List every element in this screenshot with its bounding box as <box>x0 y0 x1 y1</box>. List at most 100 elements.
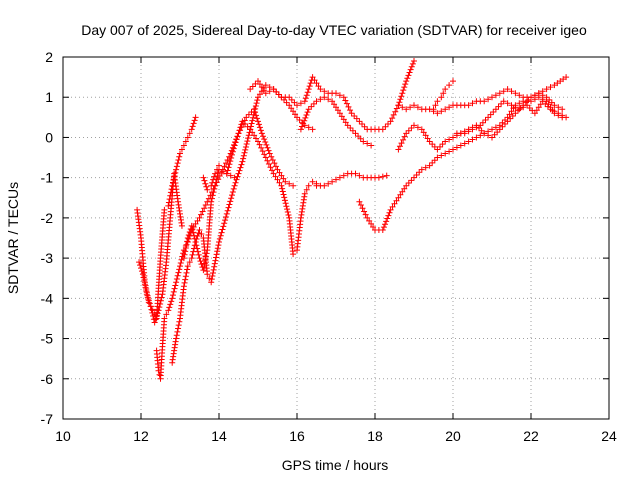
y-tick-label: 1 <box>45 89 53 105</box>
data-point <box>269 156 276 163</box>
data-point <box>504 118 511 125</box>
data-point <box>263 141 270 148</box>
data-point <box>400 136 407 143</box>
data-point <box>196 214 203 221</box>
data-point <box>442 150 449 157</box>
data-point <box>336 92 343 99</box>
data-point <box>516 106 523 113</box>
data-point <box>254 115 261 122</box>
data-point <box>422 164 429 171</box>
data-point <box>216 235 223 242</box>
data-point <box>442 106 449 113</box>
data-point <box>258 144 265 151</box>
ticks-layer <box>62 56 610 420</box>
data-point <box>175 156 182 163</box>
data-point <box>546 96 553 103</box>
data-point <box>278 172 285 179</box>
data-point <box>506 111 513 118</box>
data-point <box>284 209 291 216</box>
data-point <box>248 120 255 127</box>
data-point <box>297 126 304 133</box>
data-point <box>385 121 391 128</box>
y-tick-label: -4 <box>41 290 54 306</box>
data-point <box>502 121 508 128</box>
data-point <box>306 83 313 90</box>
data-point <box>389 203 396 210</box>
data-point <box>465 138 472 145</box>
y-tick-label: -5 <box>41 331 54 347</box>
data-point <box>245 135 252 142</box>
data-point <box>305 182 312 189</box>
data-point <box>384 215 391 222</box>
data-point <box>305 124 312 131</box>
data-point <box>389 115 396 122</box>
data-point <box>407 104 414 111</box>
data-point <box>234 173 241 180</box>
data-point <box>211 263 218 270</box>
data-point <box>288 96 295 103</box>
data-point <box>222 217 229 224</box>
data-point <box>184 134 191 141</box>
data-point <box>182 248 189 255</box>
data-point <box>276 179 283 186</box>
data-point <box>227 158 234 165</box>
series-14 <box>453 98 570 137</box>
data-point <box>173 279 180 286</box>
data-point <box>163 311 170 318</box>
data-point <box>543 86 550 93</box>
data-point <box>286 94 293 101</box>
data-point <box>215 169 222 176</box>
data-point <box>226 201 233 208</box>
data-point <box>303 92 310 99</box>
data-point <box>182 245 189 252</box>
data-point <box>236 127 243 134</box>
data-point <box>478 127 485 134</box>
data-point <box>496 90 503 97</box>
data-point <box>180 142 187 149</box>
data-point <box>310 100 317 107</box>
data-point <box>477 132 484 139</box>
chart-title: Day 007 of 2025, Sidereal Day-to-day VTE… <box>81 22 587 38</box>
y-tick-label: 2 <box>45 49 53 65</box>
data-point <box>282 178 289 185</box>
y-tick-label: -2 <box>41 210 54 226</box>
data-point <box>139 271 146 278</box>
data-point <box>188 222 195 229</box>
data-point <box>213 254 219 261</box>
data-point <box>184 263 191 270</box>
x-tick-label: 14 <box>211 428 227 444</box>
data-point <box>152 316 159 323</box>
data-point <box>153 313 160 320</box>
data-point <box>228 155 235 162</box>
data-point <box>265 147 272 154</box>
data-point <box>309 178 316 185</box>
data-point <box>487 111 494 118</box>
data-point <box>375 174 382 181</box>
data-point <box>169 295 176 302</box>
data-point <box>191 232 198 239</box>
data-point <box>176 318 183 325</box>
data-point <box>206 275 213 282</box>
y-tick-label: -1 <box>41 170 54 186</box>
data-point <box>157 300 164 307</box>
data-point <box>340 116 347 123</box>
series-8 <box>297 94 375 149</box>
data-point <box>401 84 408 91</box>
data-point <box>189 123 196 130</box>
data-point <box>224 156 231 163</box>
data-point <box>489 126 495 133</box>
data-point <box>292 111 299 118</box>
data-point <box>264 157 271 164</box>
y-tick-label: -6 <box>41 371 54 387</box>
data-point <box>258 84 265 91</box>
data-point <box>431 143 438 150</box>
data-point <box>355 133 362 140</box>
data-point <box>431 157 438 164</box>
data-point <box>175 269 182 276</box>
data-point <box>261 151 268 158</box>
data-point <box>496 126 503 133</box>
data-point <box>516 92 523 99</box>
data-point <box>186 259 193 266</box>
data-point <box>219 226 226 233</box>
